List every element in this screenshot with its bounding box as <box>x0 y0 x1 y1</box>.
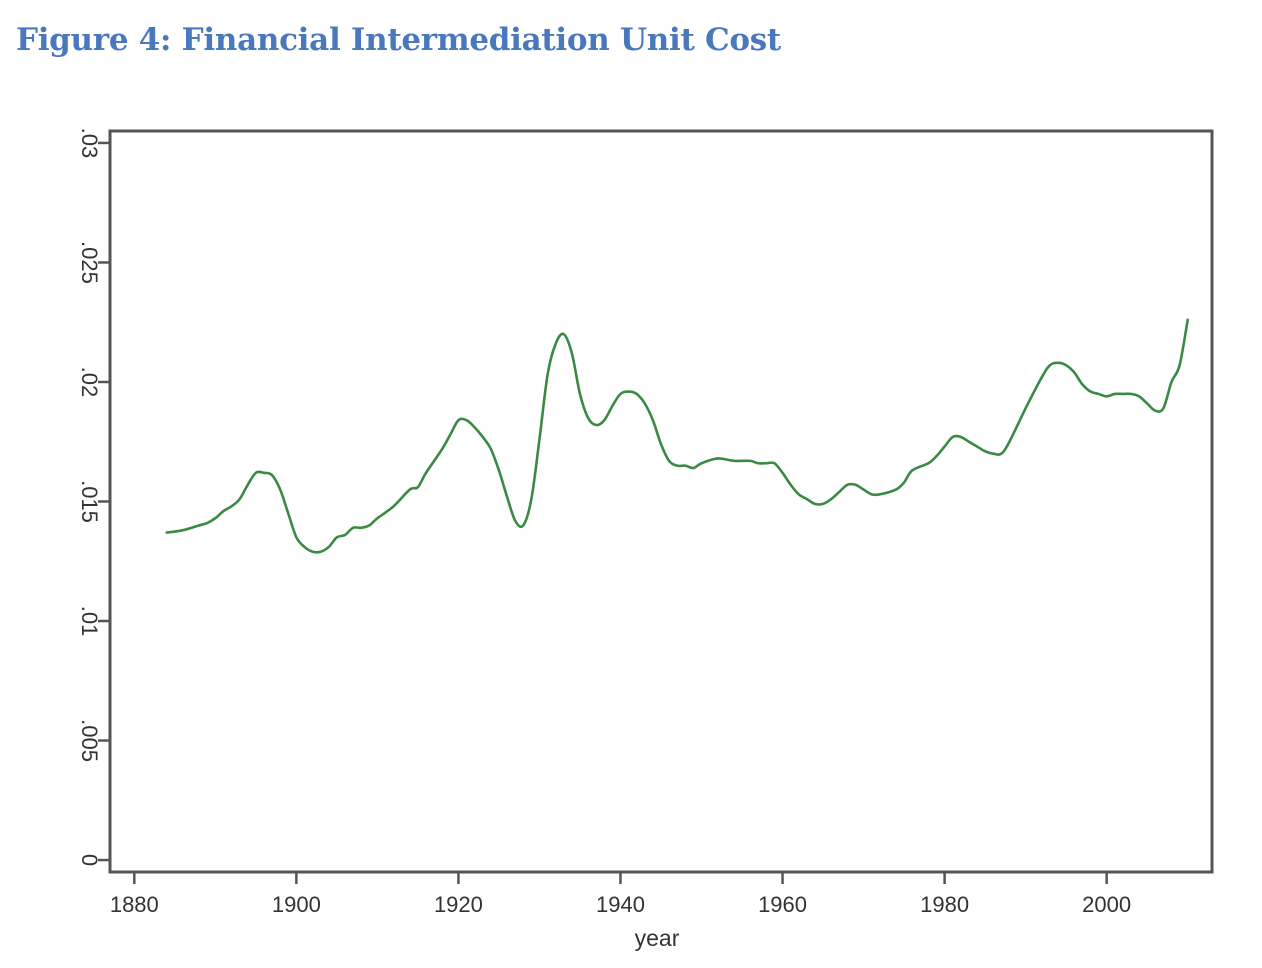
x-tick-label: 2000 <box>1082 892 1131 917</box>
x-tick-label: 1900 <box>272 892 321 917</box>
plot-frame <box>108 129 1214 874</box>
figure-title: Figure 4: Financial Intermediation Unit … <box>16 22 781 58</box>
x-tick-label: 1940 <box>596 892 645 917</box>
y-tick-label: .03 <box>77 128 102 159</box>
x-tick-label: 1960 <box>758 892 807 917</box>
y-tick-label: .01 <box>77 606 102 637</box>
x-tick-label: 1980 <box>920 892 969 917</box>
x-tick-label: 1880 <box>110 892 159 917</box>
y-tick-label: .025 <box>77 241 102 284</box>
y-tick-label: .015 <box>77 480 102 523</box>
y-tick-label: .005 <box>77 719 102 762</box>
x-axis-ticks: 1880 1900 1920 1940 1960 1980 2000 <box>110 872 1131 917</box>
y-tick-label: .02 <box>77 367 102 398</box>
y-axis-ticks: 0 .005 .01 .015 .02 .025 .03 <box>77 128 110 866</box>
x-tick-label: 1920 <box>434 892 483 917</box>
series-line <box>165 318 1189 554</box>
x-axis-label: year <box>635 925 680 951</box>
y-tick-label: 0 <box>77 854 102 866</box>
